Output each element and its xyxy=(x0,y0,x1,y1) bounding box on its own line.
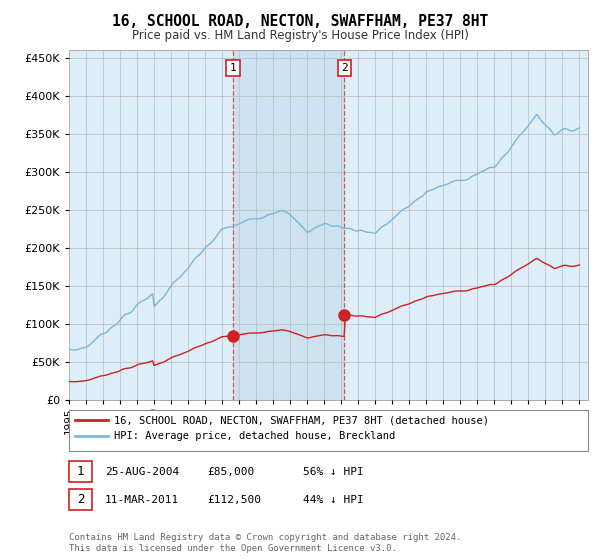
Text: 1: 1 xyxy=(230,63,236,73)
Text: Price paid vs. HM Land Registry's House Price Index (HPI): Price paid vs. HM Land Registry's House … xyxy=(131,29,469,42)
Text: 56% ↓ HPI: 56% ↓ HPI xyxy=(303,466,364,477)
Text: £85,000: £85,000 xyxy=(207,466,254,477)
Text: 25-AUG-2004: 25-AUG-2004 xyxy=(105,466,179,477)
Text: 16, SCHOOL ROAD, NECTON, SWAFFHAM, PE37 8HT (detached house): 16, SCHOOL ROAD, NECTON, SWAFFHAM, PE37 … xyxy=(114,416,489,425)
Text: 11-MAR-2011: 11-MAR-2011 xyxy=(105,494,179,505)
Text: 2: 2 xyxy=(341,63,348,73)
Text: 2: 2 xyxy=(77,493,84,506)
Text: £112,500: £112,500 xyxy=(207,494,261,505)
Text: HPI: Average price, detached house, Breckland: HPI: Average price, detached house, Brec… xyxy=(114,431,395,441)
Text: 1: 1 xyxy=(77,465,84,478)
Text: 16, SCHOOL ROAD, NECTON, SWAFFHAM, PE37 8HT: 16, SCHOOL ROAD, NECTON, SWAFFHAM, PE37 … xyxy=(112,14,488,29)
Bar xyxy=(233,50,344,400)
Text: 44% ↓ HPI: 44% ↓ HPI xyxy=(303,494,364,505)
Text: Contains HM Land Registry data © Crown copyright and database right 2024.
This d: Contains HM Land Registry data © Crown c… xyxy=(69,533,461,553)
